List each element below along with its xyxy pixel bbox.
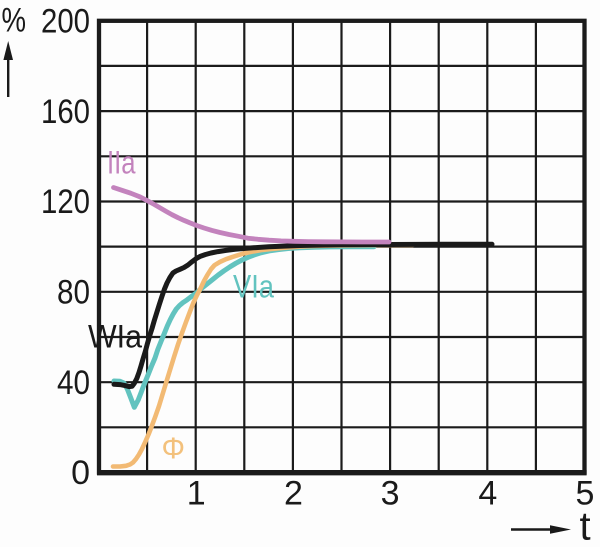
svg-text:1: 1 xyxy=(187,475,206,513)
svg-text:t: t xyxy=(580,505,591,547)
svg-text:200: 200 xyxy=(41,2,90,40)
svg-text:5: 5 xyxy=(576,475,595,513)
svg-text:WIa: WIa xyxy=(88,319,143,355)
svg-text:3: 3 xyxy=(381,475,400,513)
svg-text:40: 40 xyxy=(57,364,90,402)
svg-text:2: 2 xyxy=(284,475,303,513)
svg-text:IIa: IIa xyxy=(107,144,136,180)
svg-text:80: 80 xyxy=(57,274,90,312)
svg-text:120: 120 xyxy=(41,183,90,221)
svg-text:%: % xyxy=(2,1,27,39)
svg-text:0: 0 xyxy=(71,454,90,492)
svg-text:4: 4 xyxy=(478,475,497,513)
svg-text:Φ: Φ xyxy=(162,431,186,466)
svg-text:160: 160 xyxy=(41,93,90,131)
svg-text:VIa: VIa xyxy=(233,269,275,305)
